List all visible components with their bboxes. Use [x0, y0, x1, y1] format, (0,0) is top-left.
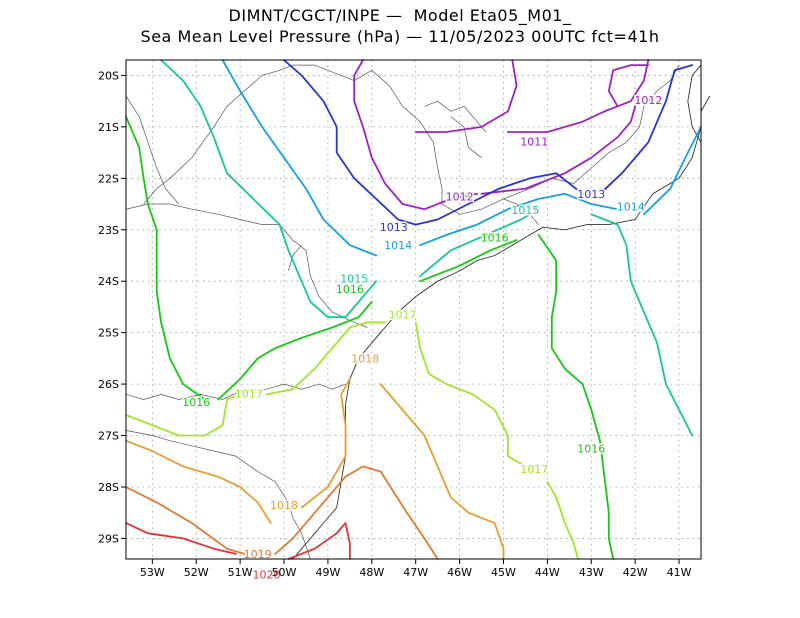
isobar-1016 [217, 300, 373, 401]
state-border [125, 95, 179, 205]
isobar-1014 [643, 126, 702, 216]
longitude-tick-label: 49W [315, 566, 340, 579]
isobar-1017 [414, 321, 527, 468]
isobar-1012 [607, 64, 650, 108]
gridlines [126, 60, 701, 559]
coastline-segment [700, 95, 711, 112]
isobar-label: 1020 [252, 568, 280, 581]
isobar-1019 [274, 465, 439, 560]
state-border [125, 430, 311, 560]
isobar-1013 [283, 59, 417, 226]
isobar-label: 1018 [351, 352, 379, 365]
isobar-label: 1018 [270, 499, 298, 512]
isobar-label: 1013 [380, 221, 408, 234]
latitude-tick-label: 28S [98, 481, 119, 494]
latitude-tick-label: 27S [98, 430, 119, 443]
isobar-label: 1016 [336, 283, 364, 296]
isobar-1011 [507, 59, 650, 133]
longitude-tick-label: 41W [667, 566, 692, 579]
isobar-1018 [379, 383, 505, 560]
map-frame [125, 59, 702, 560]
longitude-tick-label: 48W [359, 566, 384, 579]
isobar-label: 1011 [520, 135, 548, 148]
isobar-1017 [125, 393, 241, 437]
longitude-tick-label: 43W [579, 566, 604, 579]
coastline [292, 64, 711, 560]
isobar-label: 1012 [634, 94, 662, 107]
isobar-1012 [480, 105, 637, 195]
isobar-1013 [414, 172, 584, 226]
latitude-tick-label: 25S [98, 327, 119, 340]
isobar-label: 1017 [389, 309, 417, 322]
isobar-1015 [590, 213, 694, 437]
isobar-1016 [419, 239, 518, 283]
latitude-tick-label: 29S [98, 532, 119, 545]
latitude-tick-label: 20S [98, 69, 119, 82]
isobar-1017 [546, 480, 579, 560]
longitude-ticks: 53W 52W 51W 50W 49W 48W 47W 46W 45W 44W 43W 42W 41W [140, 559, 692, 579]
longitude-tick-label: 46W [447, 566, 472, 579]
latitude-tick-label: 26S [98, 378, 119, 391]
isobar-1012 [353, 59, 478, 211]
isobar-label: 1012 [446, 190, 474, 203]
map-title-line-2: Sea Mean Level Pressure (hPa) — 11/05/20… [140, 27, 660, 46]
coastline-segment [687, 64, 702, 143]
latitude-tick-label: 24S [98, 275, 119, 288]
isobar-1013 [599, 64, 694, 195]
isobar-label: 1015 [511, 204, 539, 217]
latitude-tick-label: 23S [98, 224, 119, 237]
map-title-line-1: DIMNT/CGCT/INPE — Model Eta05_M01_ [228, 6, 572, 25]
isobar-1015 [419, 208, 540, 277]
isobar-label: 1016 [182, 396, 210, 409]
isobar-label: 1017 [520, 463, 548, 476]
isobar-1020 [287, 522, 351, 560]
state-border [125, 383, 346, 400]
longitude-tick-label: 44W [535, 566, 560, 579]
isobar-1017 [265, 321, 386, 396]
longitude-tick-label: 45W [491, 566, 516, 579]
state-border [143, 64, 539, 225]
longitude-tick-label: 51W [228, 566, 253, 579]
isobar-label: 1016 [481, 231, 509, 244]
isobar-1016 [125, 115, 206, 401]
river [424, 100, 487, 133]
isobar-1014 [221, 59, 378, 257]
longitude-tick-label: 50W [272, 566, 297, 579]
isobar-label: 1013 [577, 188, 605, 201]
isobar-label: 1019 [244, 548, 272, 561]
isobar-1014 [419, 192, 619, 247]
river [288, 244, 302, 271]
isobar-label: 1015 [340, 273, 368, 286]
state-border [125, 203, 368, 328]
isobar-label: 1017 [235, 387, 263, 400]
isobar-1011 [414, 59, 518, 133]
latitude-tick-label: 22S [98, 172, 119, 185]
isobar-label: 1014 [384, 239, 412, 252]
longitude-tick-label: 53W [140, 566, 165, 579]
isobar-1020 [125, 522, 237, 555]
longitude-tick-label: 42W [623, 566, 648, 579]
isobar-label: 1014 [617, 201, 645, 214]
isobar-1018 [300, 378, 351, 509]
longitude-tick-label: 47W [403, 566, 428, 579]
longitude-tick-label: 52W [184, 566, 209, 579]
isobar-1016 [537, 234, 615, 560]
isobar-1015 [160, 59, 378, 319]
isobar-1018 [125, 439, 272, 524]
river [450, 116, 482, 158]
isobars [125, 59, 702, 560]
latitude-ticks: 20S 21S 22S 23S 24S 25S 26S 27S 28S 29S [98, 69, 126, 545]
latitude-tick-label: 21S [98, 121, 119, 134]
isobar-1019 [125, 486, 246, 555]
isobar-label: 1016 [577, 442, 605, 455]
